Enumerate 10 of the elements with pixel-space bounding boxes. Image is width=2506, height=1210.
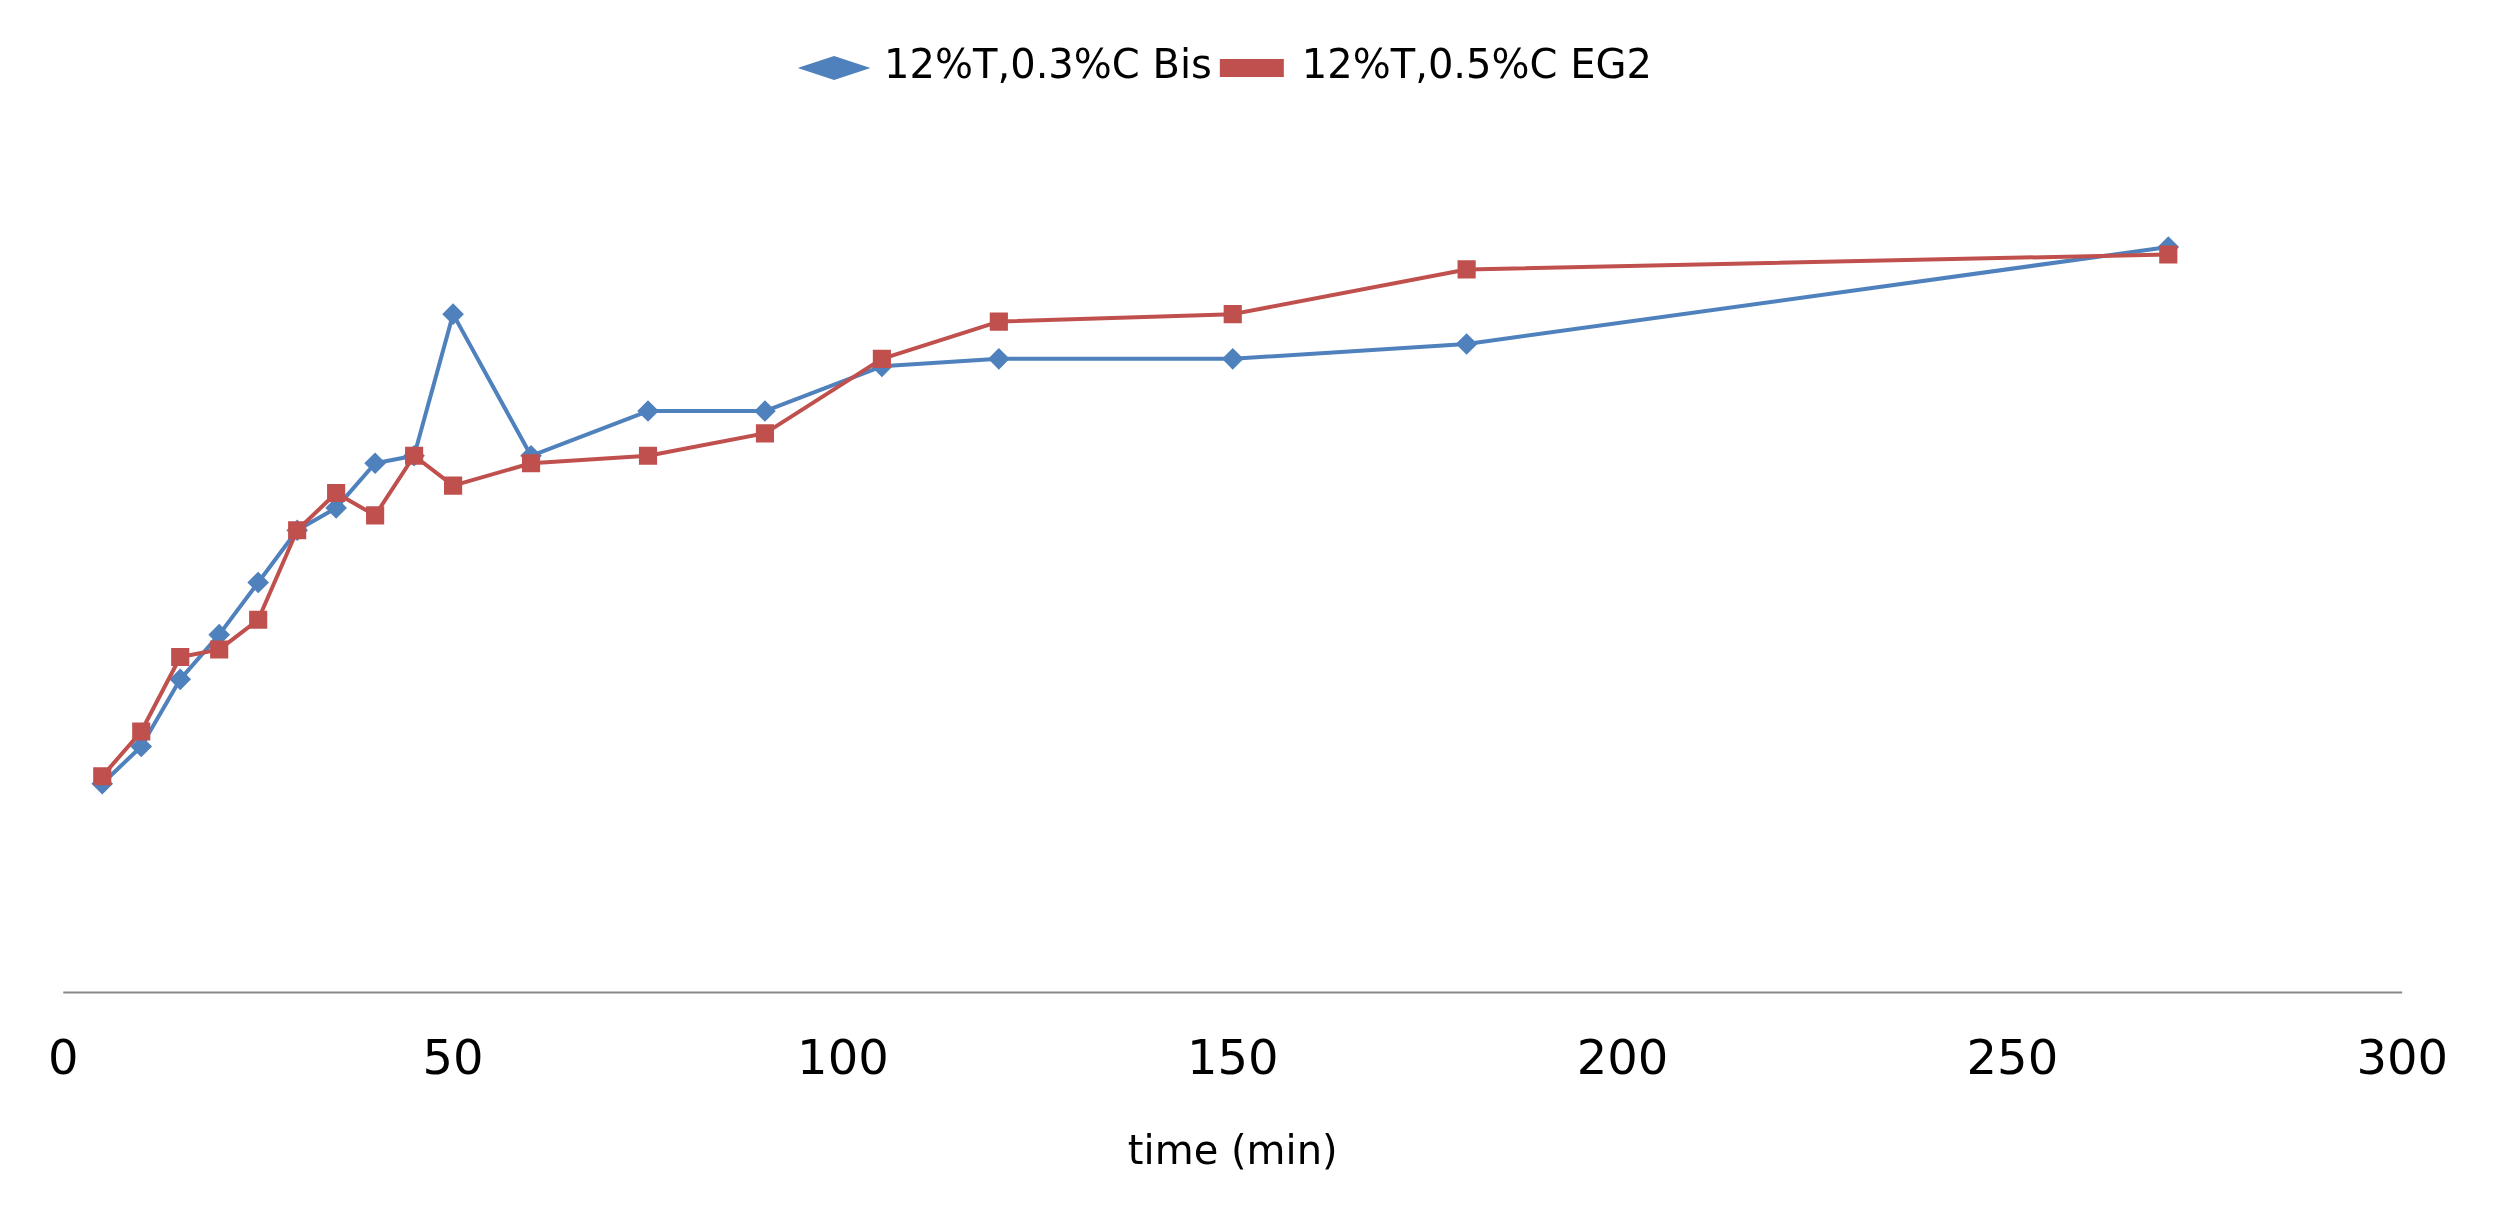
legend-label: 12%T,0.5%C EG2	[1301, 41, 1652, 88]
x-tick-label: 0	[48, 1028, 79, 1085]
x-tick-label: 50	[422, 1028, 484, 1085]
x-tick-label: 300	[2356, 1028, 2448, 1085]
x-tick-label: 150	[1186, 1028, 1279, 1085]
x-tick-label: 100	[797, 1028, 889, 1085]
x-tick-label: 200	[1576, 1028, 1669, 1085]
legend-label: 12%T,0.3%C Bis	[884, 41, 1212, 88]
x-axis-title: time (min)	[1127, 1127, 1338, 1174]
x-tick-label: 250	[1966, 1028, 2059, 1085]
